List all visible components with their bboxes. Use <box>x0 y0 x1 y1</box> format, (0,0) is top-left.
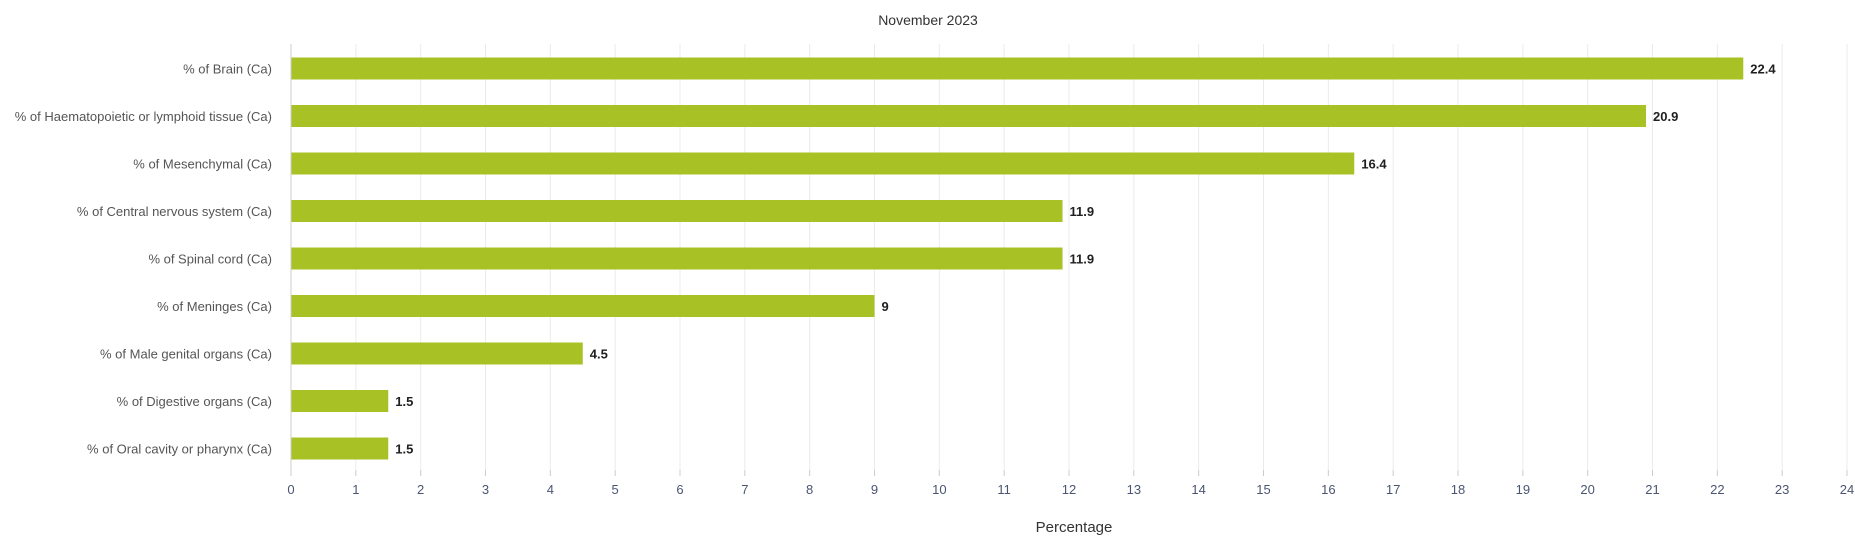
x-tick-label: 1 <box>352 482 359 497</box>
category-label: % of Brain (Ca) <box>183 62 272 77</box>
bar <box>291 105 1647 127</box>
category-label: % of Spinal cord (Ca) <box>148 252 272 267</box>
category-labels: % of Brain (Ca) % of Haematopoietic or ly… <box>15 62 272 457</box>
x-tick-label: 7 <box>741 482 748 497</box>
bars <box>291 57 1744 460</box>
x-tick-label: 21 <box>1645 482 1659 497</box>
x-tick-label: 23 <box>1775 482 1789 497</box>
x-tick-label: 9 <box>871 482 878 497</box>
x-axis-ticks: 0 1 2 3 4 5 6 7 8 9 10 11 12 13 14 15 16 17 18 19 20 21 22 23 24 <box>287 470 1854 497</box>
category-label: % of Digestive organs (Ca) <box>117 394 272 409</box>
x-tick-label: 15 <box>1256 482 1270 497</box>
x-tick-label: 12 <box>1062 482 1076 497</box>
category-label: % of Mesenchymal (Ca) <box>133 157 272 172</box>
x-tick-label: 14 <box>1191 482 1205 497</box>
x-tick-label: 17 <box>1386 482 1400 497</box>
x-tick-label: 10 <box>932 482 946 497</box>
x-tick-label: 3 <box>482 482 489 497</box>
chart-title: November 2023 <box>878 12 978 28</box>
data-label: 9 <box>882 299 889 314</box>
x-tick-label: 16 <box>1321 482 1335 497</box>
x-tick-label: 24 <box>1840 482 1854 497</box>
x-tick-label: 5 <box>612 482 619 497</box>
category-label: % of Meninges (Ca) <box>157 299 272 314</box>
data-label: 11.9 <box>1070 204 1095 219</box>
data-label: 1.5 <box>395 394 413 409</box>
data-label: 1.5 <box>395 442 413 457</box>
data-label: 11.9 <box>1070 252 1095 267</box>
x-tick-label: 4 <box>547 482 554 497</box>
bar <box>291 200 1063 222</box>
x-tick-label: 13 <box>1127 482 1141 497</box>
x-tick-label: 22 <box>1710 482 1724 497</box>
bar <box>291 295 875 317</box>
bar <box>291 342 583 365</box>
x-tick-label: 2 <box>417 482 424 497</box>
bar <box>291 247 1063 270</box>
value-labels: 22.4 20.9 16.4 11.9 11.9 9 4.5 1.5 1.5 <box>395 62 1776 457</box>
x-tick-label: 11 <box>997 482 1011 497</box>
x-tick-label: 8 <box>806 482 813 497</box>
x-tick-label: 20 <box>1580 482 1594 497</box>
category-label: % of Central nervous system (Ca) <box>77 204 272 219</box>
data-label: 16.4 <box>1361 157 1387 172</box>
category-label: % of Oral cavity or pharynx (Ca) <box>87 442 272 457</box>
data-label: 4.5 <box>590 347 608 362</box>
x-tick-label: 6 <box>676 482 683 497</box>
category-label: % of Haematopoietic or lymphoid tissue (… <box>15 109 272 124</box>
category-label: % of Male genital organs (Ca) <box>100 347 272 362</box>
x-tick-label: 19 <box>1516 482 1530 497</box>
bar <box>291 437 389 460</box>
bar <box>291 152 1355 175</box>
x-tick-label: 18 <box>1451 482 1465 497</box>
data-label: 22.4 <box>1750 62 1776 77</box>
bar <box>291 57 1744 80</box>
x-axis-title: Percentage <box>1036 519 1113 536</box>
data-label: 20.9 <box>1653 109 1678 124</box>
x-tick-label: 0 <box>287 482 294 497</box>
bar <box>291 390 389 412</box>
